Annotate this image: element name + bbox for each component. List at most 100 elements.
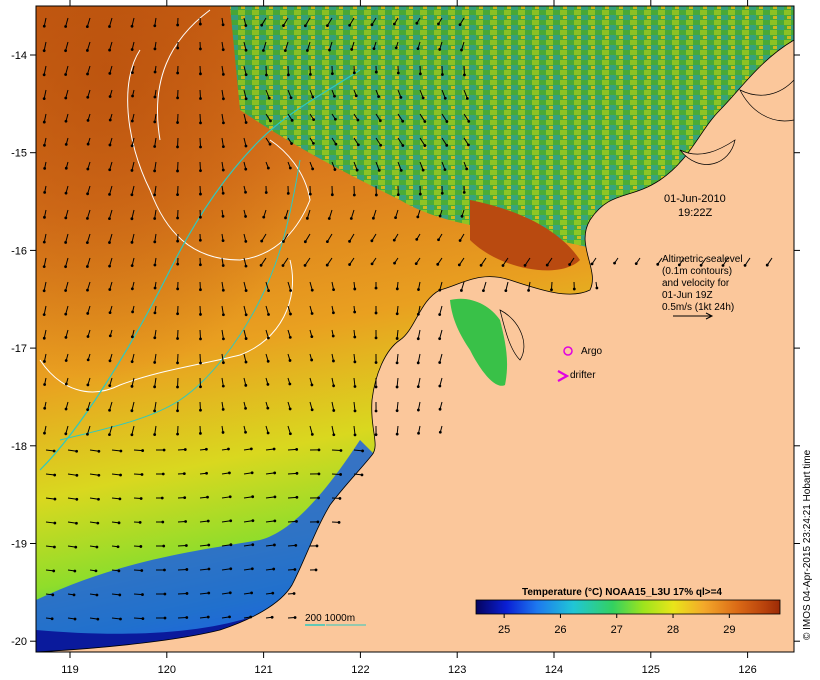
- velocity-arrow-head: [221, 23, 225, 27]
- velocity-arrow-head: [42, 289, 46, 293]
- velocity-arrow-head: [288, 166, 292, 170]
- velocity-arrow-head: [108, 95, 112, 98]
- velocity-arrow: [480, 257, 487, 266]
- velocity-arrow-head: [221, 431, 225, 434]
- velocity-arrow: [396, 329, 399, 339]
- velocity-arrow-head: [64, 142, 68, 146]
- velocity-arrow: [199, 544, 209, 547]
- velocity-arrow-head: [97, 449, 101, 453]
- velocity-arrow-head: [415, 21, 419, 25]
- velocity-arrow-head: [438, 313, 442, 316]
- temperature-colorbar: Temperature (°C) NOAA15_L3U 17% ql>=4 25…: [475, 587, 781, 636]
- velocity-arrow-head: [264, 191, 268, 194]
- velocity-arrow-head: [327, 217, 331, 220]
- velocity-arrow-head: [352, 71, 356, 75]
- velocity-arrow-head: [153, 336, 157, 340]
- velocity-arrow-head: [441, 73, 444, 76]
- velocity-arrow: [65, 233, 69, 243]
- velocity-arrow-head: [266, 166, 270, 170]
- velocity-arrow-head: [377, 95, 381, 98]
- velocity-arrow-head: [229, 567, 233, 571]
- velocity-arrow-head: [199, 72, 202, 76]
- velocity-arrow-head: [204, 447, 208, 451]
- velocity-arrow: [326, 257, 333, 266]
- velocity-arrow-head: [221, 361, 225, 365]
- velocity-arrow: [265, 305, 269, 315]
- velocity-arrow-head: [350, 48, 354, 51]
- velocity-arrow: [309, 425, 313, 435]
- velocity-arrow: [419, 113, 426, 122]
- velocity-arrow: [243, 113, 247, 123]
- velocity-arrow: [243, 281, 247, 291]
- velocity-arrow-head: [249, 447, 253, 451]
- velocity-arrow-head: [221, 288, 225, 292]
- velocity-arrow-head: [176, 361, 179, 365]
- velocity-arrow-head: [86, 118, 90, 122]
- velocity-arrow-head: [199, 192, 202, 196]
- velocity-arrow-head: [370, 23, 374, 27]
- velocity-arrow-head: [116, 545, 120, 549]
- velocity-arrow-head: [332, 409, 336, 412]
- velocity-arrow-head: [222, 121, 225, 125]
- colorbar-tick-label: 28: [667, 624, 679, 636]
- velocity-arrow-head: [437, 238, 440, 242]
- velocity-arrow-head: [42, 265, 46, 269]
- velocity-arrow-head: [421, 168, 425, 172]
- velocity-arrow-head: [244, 360, 248, 364]
- velocity-arrow-head: [222, 337, 225, 341]
- velocity-arrow-head: [333, 94, 336, 98]
- velocity-arrow-head: [42, 120, 46, 124]
- velocity-arrow-head: [64, 265, 67, 269]
- velocity-arrow-head: [337, 520, 341, 524]
- velocity-arrow: [154, 185, 157, 195]
- velocity-arrow-head: [163, 616, 167, 620]
- y-tick-label: -18: [11, 441, 27, 453]
- velocity-arrow-head: [416, 337, 420, 341]
- velocity-arrow-head: [317, 448, 321, 452]
- velocity-arrow-head: [311, 95, 315, 99]
- velocity-arrow: [417, 353, 421, 363]
- velocity-arrow-head: [550, 288, 553, 292]
- velocity-arrow-head: [42, 24, 46, 28]
- velocity-arrow-head: [353, 385, 357, 388]
- velocity-arrow-head: [572, 287, 576, 291]
- velocity-arrow-head: [458, 23, 462, 27]
- velocity-arrow-head: [50, 617, 54, 621]
- velocity-arrow: [396, 401, 399, 411]
- velocity-arrow-head: [244, 73, 248, 77]
- x-tick-label: 119: [61, 664, 79, 676]
- velocity-arrow: [441, 137, 448, 146]
- velocity-arrow: [243, 520, 253, 523]
- velocity-arrow-head: [332, 433, 336, 437]
- velocity-arrow: [349, 17, 355, 26]
- velocity-arrow-head: [176, 216, 179, 220]
- velocity-arrow: [331, 401, 335, 411]
- velocity-arrow-head: [207, 543, 211, 547]
- velocity-arrow: [131, 425, 135, 435]
- velocity-arrow: [154, 137, 157, 147]
- velocity-arrow-head: [153, 70, 157, 74]
- velocity-arrow-head: [43, 360, 46, 363]
- velocity-arrow-head: [75, 497, 79, 501]
- velocity-arrow-head: [677, 263, 681, 267]
- velocity-arrow-head: [73, 617, 77, 621]
- velocity-arrow-head: [310, 312, 314, 315]
- velocity-arrow: [482, 281, 487, 291]
- velocity-arrow-head: [199, 431, 202, 435]
- velocity-arrow: [419, 161, 424, 171]
- velocity-arrow-head: [64, 336, 68, 339]
- velocity-arrow-head: [395, 432, 399, 436]
- velocity-arrow-head: [139, 545, 143, 548]
- velocity-arrow-head: [332, 288, 335, 292]
- velocity-arrow-head: [73, 569, 77, 573]
- velocity-arrow-head: [314, 568, 318, 572]
- velocity-arrow-head: [185, 616, 189, 619]
- velocity-arrow-head: [371, 216, 375, 220]
- velocity-arrow-head: [282, 24, 285, 27]
- velocity-arrow-head: [310, 335, 314, 338]
- velocity-arrow-head: [221, 384, 225, 388]
- velocity-arrow: [86, 17, 91, 27]
- velocity-arrow-head: [86, 167, 90, 171]
- velocity-arrow: [327, 17, 333, 26]
- velocity-arrow: [221, 137, 224, 147]
